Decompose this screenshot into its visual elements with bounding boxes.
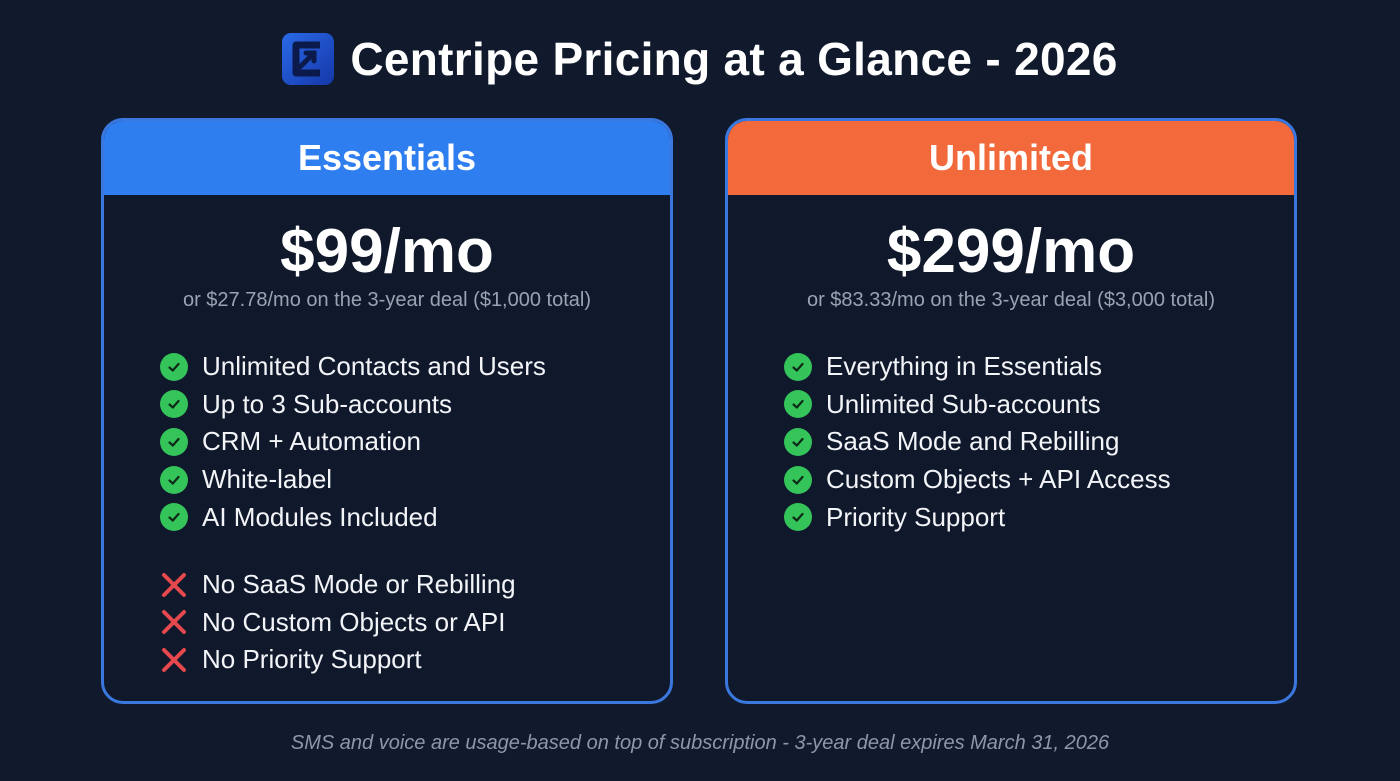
check-icon: [784, 390, 812, 419]
feature-list: Everything in Essentials Unlimited Sub-a…: [784, 348, 1294, 536]
feature-label: No Priority Support: [202, 644, 422, 675]
page-title: Centripe Pricing at a Glance - 2026: [350, 33, 1118, 85]
check-icon: [160, 427, 188, 456]
plan-price: $299/mo: [886, 217, 1136, 286]
feature-label: Everything in Essentials: [826, 351, 1103, 382]
feature-included: Everything in Essentials: [784, 348, 1294, 386]
plan-deal-subtext: or $27.78/mo on the 3-year deal ($1,000 …: [182, 289, 592, 311]
check-icon: [160, 465, 188, 494]
centripe-logo-icon: [282, 33, 335, 85]
feature-label: Unlimited Sub-accounts: [826, 388, 1101, 419]
feature-label: No SaaS Mode or Rebilling: [202, 569, 516, 600]
check-icon: [784, 427, 812, 456]
plan-deal-subtext: or $83.33/mo on the 3-year deal ($3,000 …: [806, 289, 1216, 311]
feature-included: CRM + Automation: [160, 423, 670, 461]
feature-included: AI Modules Included: [160, 498, 670, 536]
cross-icon: [160, 646, 188, 674]
plan-card-unlimited: Unlimited $299/mo or $83.33/mo on the 3-…: [725, 118, 1297, 704]
feature-included: Up to 3 Sub-accounts: [160, 386, 670, 424]
feature-excluded: No SaaS Mode or Rebilling: [160, 566, 670, 604]
feature-list: Unlimited Contacts and Users Up to 3 Sub…: [160, 348, 670, 679]
feature-label: White-label: [202, 464, 333, 495]
feature-included: White-label: [160, 461, 670, 499]
check-icon: [160, 352, 188, 381]
feature-included: Priority Support: [784, 498, 1294, 536]
feature-label: Priority Support: [826, 501, 1006, 532]
plan-name: Unlimited: [728, 121, 1294, 195]
feature-included: SaaS Mode and Rebilling: [784, 423, 1294, 461]
plan-price: $99/mo: [280, 217, 494, 286]
cross-icon: [160, 571, 188, 599]
feature-included: Unlimited Contacts and Users: [160, 348, 670, 386]
plan-name: Essentials: [104, 121, 670, 195]
feature-label: Up to 3 Sub-accounts: [202, 388, 453, 419]
feature-label: Custom Objects + API Access: [826, 464, 1171, 495]
plan-card-essentials: Essentials $99/mo or $27.78/mo on the 3-…: [101, 118, 673, 704]
feature-label: SaaS Mode and Rebilling: [826, 426, 1120, 457]
feature-label: CRM + Automation: [202, 426, 421, 457]
feature-included: Unlimited Sub-accounts: [784, 386, 1294, 424]
feature-included: Custom Objects + API Access: [784, 461, 1294, 499]
check-icon: [160, 390, 188, 419]
feature-excluded: No Priority Support: [160, 641, 670, 679]
feature-excluded: No Custom Objects or API: [160, 604, 670, 642]
footer-note: SMS and voice are usage-based on top of …: [290, 732, 1110, 754]
check-icon: [160, 503, 188, 532]
feature-label: AI Modules Included: [202, 501, 438, 532]
check-icon: [784, 465, 812, 494]
check-icon: [784, 352, 812, 381]
feature-label: No Custom Objects or API: [202, 606, 506, 637]
page-header: Centripe Pricing at a Glance - 2026: [0, 32, 1400, 86]
feature-label: Unlimited Contacts and Users: [202, 351, 546, 382]
check-icon: [784, 503, 812, 532]
cross-icon: [160, 608, 188, 636]
